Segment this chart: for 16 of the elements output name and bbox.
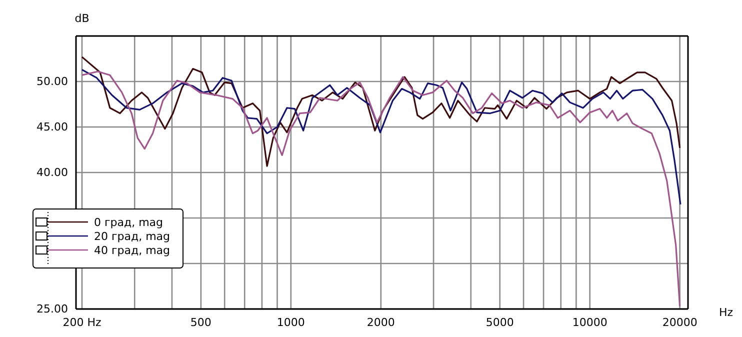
x-tick-label: 200 Hz (62, 316, 102, 329)
x-axis-title: Hz (718, 306, 734, 319)
x-tick-label: 500 (190, 316, 212, 329)
legend-label: 0 град, mag (94, 216, 164, 229)
x-tick-label: 10000 (572, 316, 608, 329)
x-tick-label: 1000 (276, 316, 305, 329)
y-tick-label: 40.00 (36, 166, 68, 180)
legend-label: 20 град, mag (94, 230, 170, 243)
x-tick-label: 2000 (366, 316, 395, 329)
y-tick-label: 45.00 (36, 120, 68, 134)
y-tick-label: 50.00 (36, 75, 68, 88)
x-tick-label: 5000 (486, 316, 514, 329)
x-tick-label: 20000 (662, 316, 698, 329)
legend-label: 40 град, mag (94, 244, 170, 257)
y-axis-title: dB (74, 12, 90, 25)
y-tick-label: 25.00 (36, 302, 68, 316)
